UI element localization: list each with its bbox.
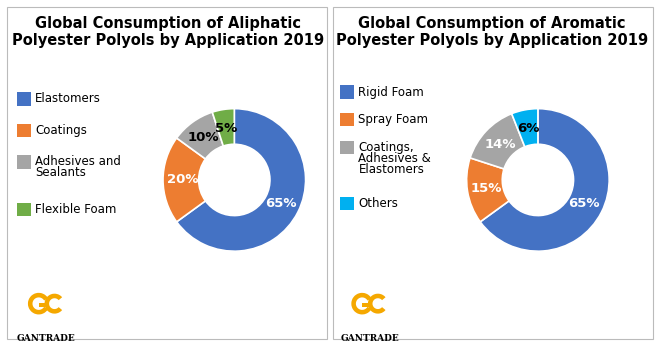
Text: Others: Others xyxy=(358,197,398,210)
Text: Coatings,: Coatings, xyxy=(358,141,414,154)
Text: 20%: 20% xyxy=(166,173,198,186)
Wedge shape xyxy=(470,113,525,169)
Text: 65%: 65% xyxy=(568,197,600,210)
Text: 5%: 5% xyxy=(215,122,238,135)
Text: GANTRADE: GANTRADE xyxy=(16,334,76,343)
Bar xyxy=(39,303,48,307)
Text: 15%: 15% xyxy=(471,182,502,194)
Wedge shape xyxy=(177,109,306,251)
Wedge shape xyxy=(44,294,62,313)
Wedge shape xyxy=(28,293,48,315)
Wedge shape xyxy=(177,112,223,159)
Text: 65%: 65% xyxy=(265,197,296,210)
Text: Spray Foam: Spray Foam xyxy=(358,113,428,126)
Text: GANTRADE: GANTRADE xyxy=(340,334,399,343)
Wedge shape xyxy=(480,109,609,251)
Text: Elastomers: Elastomers xyxy=(358,163,424,176)
Text: 14%: 14% xyxy=(484,138,515,151)
Text: Elastomers: Elastomers xyxy=(35,92,101,106)
Wedge shape xyxy=(512,109,538,147)
Text: 10%: 10% xyxy=(188,131,220,144)
Wedge shape xyxy=(368,294,385,313)
Text: Adhesives &: Adhesives & xyxy=(358,152,431,165)
Wedge shape xyxy=(213,109,234,146)
Text: Sealants: Sealants xyxy=(35,166,86,180)
Text: Coatings: Coatings xyxy=(35,124,87,137)
Wedge shape xyxy=(467,158,509,222)
Text: Flexible Foam: Flexible Foam xyxy=(35,203,116,216)
Text: Global Consumption of Aromatic
Polyester Polyols by Application 2019: Global Consumption of Aromatic Polyester… xyxy=(336,16,647,48)
Wedge shape xyxy=(163,138,205,222)
Text: 6%: 6% xyxy=(517,122,539,135)
Wedge shape xyxy=(351,293,372,315)
Text: Rigid Foam: Rigid Foam xyxy=(358,85,424,99)
Text: Global Consumption of Aliphatic
Polyester Polyols by Application 2019: Global Consumption of Aliphatic Polyeste… xyxy=(13,16,324,48)
Text: Adhesives and: Adhesives and xyxy=(35,155,121,169)
Bar xyxy=(362,303,372,307)
